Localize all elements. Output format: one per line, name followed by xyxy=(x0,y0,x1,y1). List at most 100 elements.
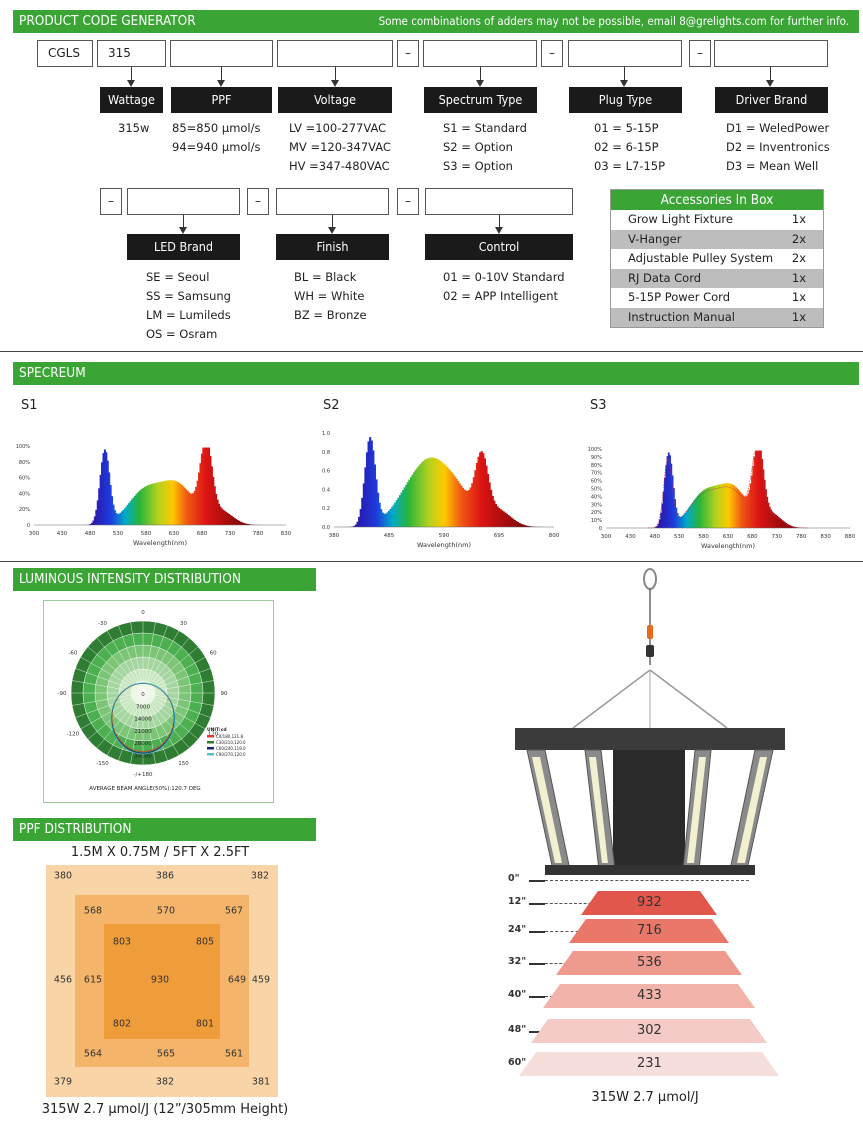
y-tick-label: 80% xyxy=(591,463,602,469)
spectrum-bar xyxy=(518,522,521,527)
spectrum-bar xyxy=(160,481,163,525)
spectrum-bar xyxy=(505,513,508,527)
spectrum-bar xyxy=(696,495,699,528)
polar-angle-label: -120 xyxy=(67,732,80,738)
spectrum-bar xyxy=(150,483,153,525)
spectrum-bar xyxy=(367,441,370,527)
code-spectrum-box[interactable] xyxy=(423,40,537,67)
spectrum-bar xyxy=(202,447,205,525)
y-tick-label: 20% xyxy=(19,507,30,513)
spectrum-bar xyxy=(772,512,775,528)
code-finish-box[interactable] xyxy=(276,188,389,215)
spectrum-bar xyxy=(710,486,713,528)
height-tick xyxy=(529,880,545,882)
spectrum-bar xyxy=(359,509,362,527)
spectrum-bar xyxy=(765,489,767,528)
ppf-tier-value: 536 xyxy=(637,955,662,970)
divider xyxy=(0,351,863,352)
spectrum-bar xyxy=(504,512,507,527)
spectrum-bar xyxy=(480,451,483,527)
y-tick-label: 0.8 xyxy=(322,450,330,456)
label-driver-brand: Driver Brand xyxy=(715,87,828,113)
y-tick-label: 0.6 xyxy=(322,469,330,475)
option-list-control: 01 = 0-10V Standard 02 = APP Intelligent xyxy=(443,268,565,306)
spectrum-bar xyxy=(516,522,519,527)
ppf-map-inner xyxy=(104,924,220,1039)
product-code-header: PRODUCT CODE GENERATOR Some combinations… xyxy=(13,10,859,33)
spectrum-bar xyxy=(738,490,741,528)
accessories-table: Accessories In Box Grow Light Fixture 1x … xyxy=(610,189,824,328)
spectrum-bar xyxy=(686,509,689,528)
option: MV =120-347VAC xyxy=(289,140,391,154)
y-tick-label: 0 xyxy=(599,526,602,532)
spectrum-bar xyxy=(674,499,677,528)
spectrum-bar xyxy=(119,512,122,525)
spectrum-bar xyxy=(240,522,243,525)
option: HV =347-480VAC xyxy=(289,159,390,173)
spectrum-bar xyxy=(717,484,719,528)
spectrum-bar xyxy=(417,465,420,527)
spectrum-bar xyxy=(744,496,747,528)
polar-spoke xyxy=(142,680,214,694)
spectrum-bar xyxy=(660,512,663,528)
spectrum-bar xyxy=(237,520,241,525)
intensity-curve xyxy=(110,682,176,755)
spectrum-bar xyxy=(121,511,124,525)
ppf-tier-shape xyxy=(581,891,717,915)
code-driver-box[interactable] xyxy=(714,40,828,67)
polar-angle-label: -60 xyxy=(68,651,77,657)
ppf-tier-shape xyxy=(519,1052,779,1076)
spectrum-bar xyxy=(688,507,690,528)
spectrum-bar xyxy=(665,465,668,528)
spectrum-bar xyxy=(656,525,659,528)
polar-spoke xyxy=(142,630,180,694)
label-voltage: Voltage xyxy=(278,87,392,113)
code-plug-box[interactable] xyxy=(568,40,682,67)
spectrum-bar xyxy=(771,511,774,528)
label-led-brand: LED Brand xyxy=(127,234,240,260)
spectrum-bar xyxy=(669,455,671,528)
spectrum-bar xyxy=(679,516,682,528)
spectrum-bar xyxy=(175,481,178,525)
spectrum-bar xyxy=(785,522,788,528)
spectrum-bar xyxy=(513,519,516,527)
spectrum-bar xyxy=(216,499,219,525)
spectrum-bar xyxy=(493,500,496,527)
y-tick-label: 0 xyxy=(27,523,30,529)
spectrum-bar xyxy=(681,515,684,528)
spectrum-bar xyxy=(527,526,530,527)
x-tick-label: 800 xyxy=(549,533,560,539)
spectrum-bar xyxy=(105,452,108,525)
spectrum-bar xyxy=(208,447,211,525)
spectrum-bar xyxy=(168,480,171,525)
polar-angle-label: 0 xyxy=(141,610,145,616)
accessory-row: Grow Light Fixture 1x xyxy=(611,210,823,230)
code-voltage-box[interactable] xyxy=(277,40,393,67)
y-tick-label: 90% xyxy=(591,455,602,461)
spectrum-bar xyxy=(230,516,233,525)
spectrum-bar xyxy=(488,482,491,527)
spectrum-bar xyxy=(165,480,168,525)
polar-ring-label: 14000 xyxy=(134,717,152,723)
code-control-box[interactable] xyxy=(425,188,573,215)
spectrum-bar xyxy=(474,470,477,527)
spectrum-bar xyxy=(109,485,112,525)
accessory-name: 5-15P Power Cord xyxy=(628,290,731,304)
spectrum-bar xyxy=(682,514,685,528)
polar-legend-label: C0/180,121.8 xyxy=(216,734,243,739)
polar-ring-label: 35000 xyxy=(134,754,152,760)
height-tick xyxy=(529,996,545,998)
spectrum-bar xyxy=(116,513,119,525)
spectrum-bar xyxy=(778,517,781,528)
spectrum-bar xyxy=(111,496,114,525)
ppf-value: 459 xyxy=(251,974,271,986)
spectrum-bar xyxy=(783,522,786,528)
option: S2 = Option xyxy=(443,140,513,154)
y-tick-label: 50% xyxy=(591,487,602,493)
code-wattage-box[interactable]: 315 xyxy=(97,40,166,67)
polar-angle-label: -90 xyxy=(58,691,67,697)
code-led-brand-box[interactable] xyxy=(127,188,240,215)
code-ppf-box[interactable] xyxy=(170,40,273,67)
ppf-value: 570 xyxy=(156,905,176,917)
spectrum-bar xyxy=(770,509,772,528)
